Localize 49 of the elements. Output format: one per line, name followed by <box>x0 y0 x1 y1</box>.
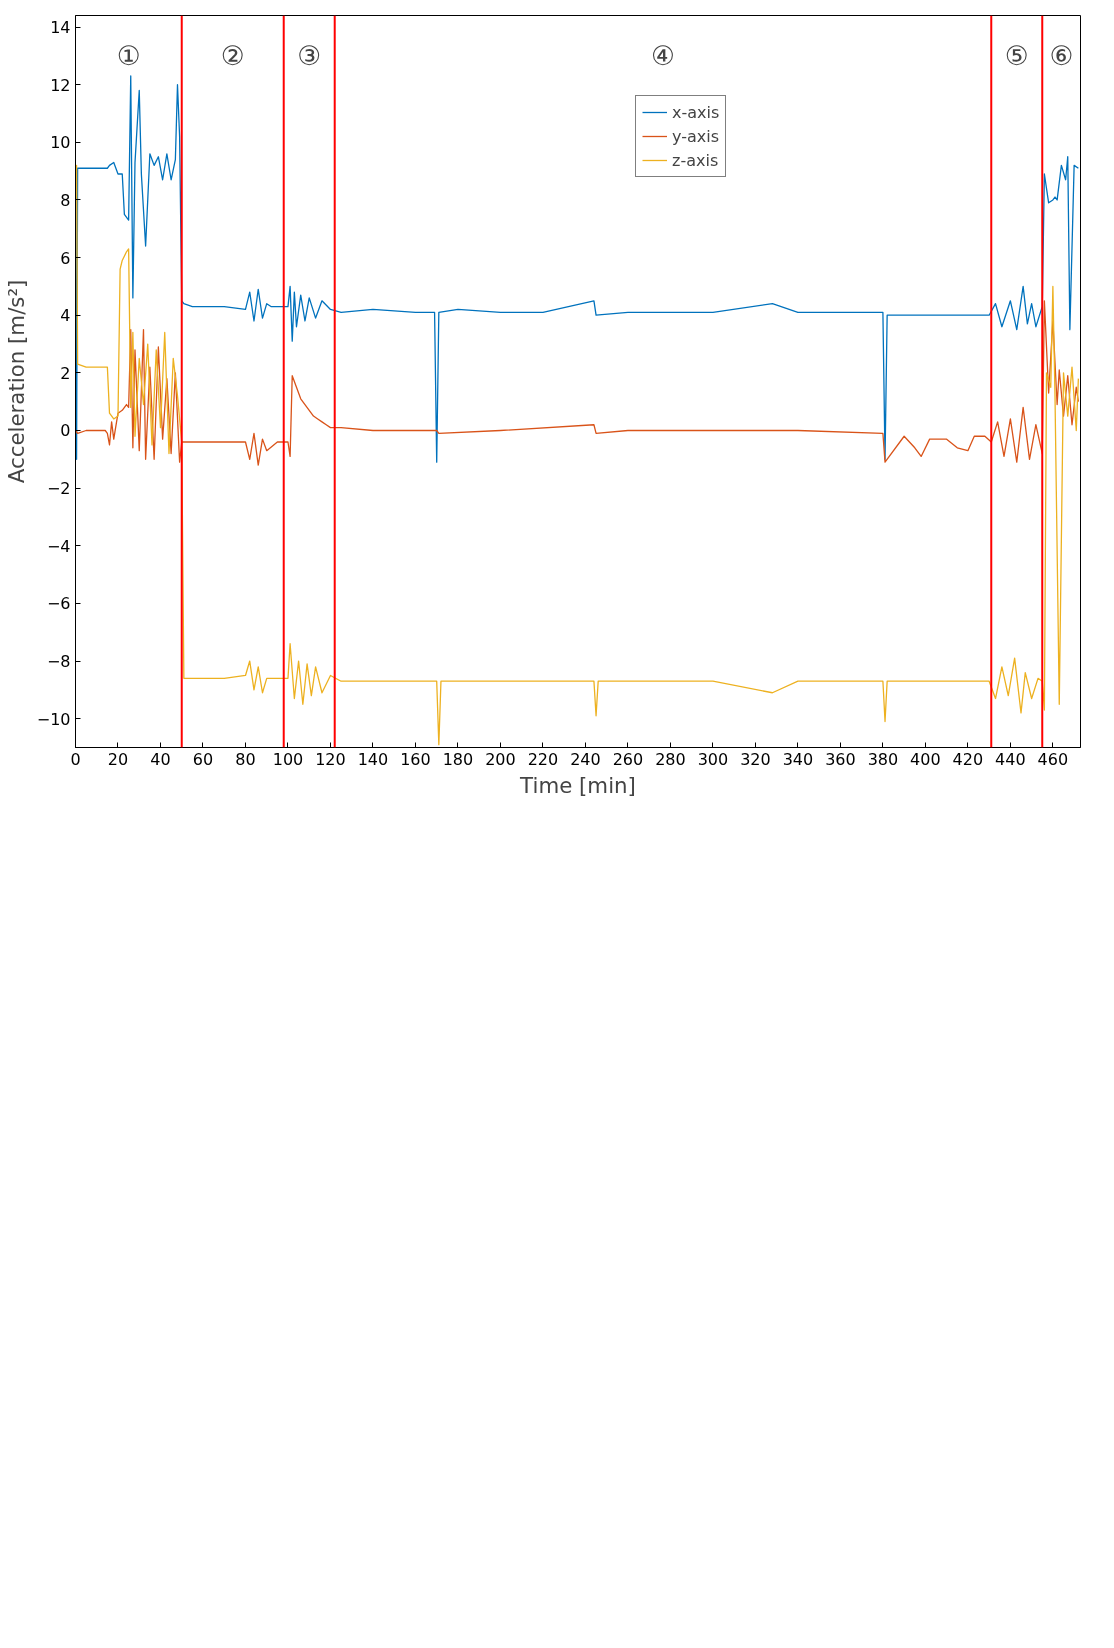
x-tick-label: 320 <box>740 749 771 769</box>
y-tick-label: 2 <box>60 363 71 383</box>
x-tick-label: 200 <box>485 749 516 769</box>
x-tick-label: 400 <box>910 749 941 769</box>
x-tick-label: 180 <box>442 749 474 769</box>
annotation: ⑥ <box>1049 40 1074 71</box>
y-tick-label: 14 <box>50 18 71 38</box>
x-tick-label: 100 <box>272 749 304 769</box>
x-tick-label: 220 <box>527 749 559 769</box>
legend-label: z-axis <box>672 150 719 170</box>
x-tick-label: 460 <box>1037 749 1069 769</box>
annotation: ⑤ <box>1004 40 1029 71</box>
y-tick-label: 10 <box>50 133 71 153</box>
x-tick-label: 80 <box>235 749 256 769</box>
line-series <box>75 300 1080 466</box>
y-tick-label: 4 <box>60 306 71 326</box>
y-tick-label: 6 <box>60 248 71 268</box>
x-tick-label: 420 <box>952 749 984 769</box>
x-tick-label: 260 <box>612 749 644 769</box>
x-tick-label: 20 <box>107 749 129 769</box>
x-tick-label: 160 <box>400 749 431 769</box>
annotation: ③ <box>297 40 322 71</box>
x-tick-label: 240 <box>570 749 601 769</box>
x-axis-title: Time [min] <box>519 772 636 798</box>
legend-label: x-axis <box>672 102 720 122</box>
y-tick-label: 12 <box>50 75 71 95</box>
x-tick-label: 300 <box>697 749 729 769</box>
y-tick-label: −6 <box>46 594 71 614</box>
x-tick-label: 360 <box>825 749 856 769</box>
y-tick-label: 0 <box>60 421 71 441</box>
y-tick-label: 8 <box>60 190 71 210</box>
x-tick-label: 140 <box>357 749 389 769</box>
line-series <box>75 75 1080 463</box>
y-axis-title: Acceleration [m/s²] <box>3 279 29 484</box>
x-tick-label: 280 <box>655 749 686 769</box>
x-tick-label: 40 <box>150 749 171 769</box>
y-tick-label: −4 <box>46 536 71 556</box>
x-tick-label: 120 <box>315 749 346 769</box>
y-tick-label: −10 <box>36 709 71 729</box>
legend-label: y-axis <box>672 126 720 146</box>
annotation: ① <box>116 40 141 71</box>
annotation: ② <box>220 40 245 71</box>
x-tick-label: 340 <box>782 749 814 769</box>
x-tick-label: 380 <box>867 749 899 769</box>
x-tick-label: 440 <box>995 749 1026 769</box>
annotation: ④ <box>651 40 675 71</box>
x-tick-label: 60 <box>192 749 214 769</box>
y-tick-label: −8 <box>46 652 71 672</box>
y-tick-label: −2 <box>46 479 71 499</box>
